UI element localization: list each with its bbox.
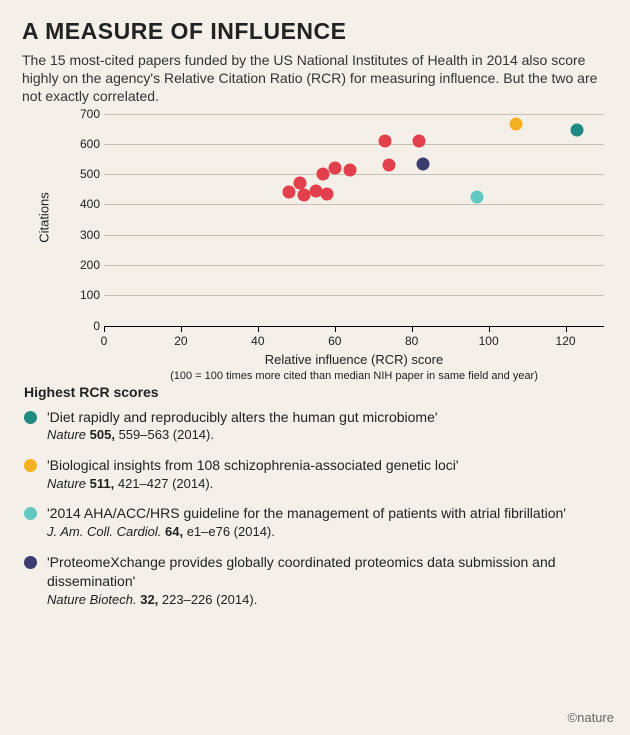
legend-paper-citation: Nature Biotech. 32, 223–226 (2014). bbox=[47, 591, 608, 609]
legend-paper-citation: Nature 511, 421–427 (2014). bbox=[47, 475, 459, 493]
x-tick-label: 60 bbox=[320, 334, 350, 348]
y-tick-label: 100 bbox=[66, 288, 100, 302]
gridline bbox=[104, 114, 604, 115]
legend-item-text: '2014 AHA/ACC/HRS guideline for the mana… bbox=[47, 504, 566, 540]
legend-paper-title: 'Biological insights from 108 schizophre… bbox=[47, 456, 459, 475]
legend-dot-icon bbox=[24, 507, 37, 520]
legend-item: 'ProteomeXchange provides globally coord… bbox=[24, 553, 608, 608]
data-point bbox=[294, 177, 307, 190]
gridline bbox=[104, 144, 604, 145]
y-tick-label: 500 bbox=[66, 167, 100, 181]
data-point bbox=[509, 118, 522, 131]
data-point bbox=[321, 187, 334, 200]
x-tick bbox=[412, 326, 413, 332]
y-tick-label: 600 bbox=[66, 137, 100, 151]
chart-container: Citations 010020030040050060070002040608… bbox=[62, 114, 608, 326]
credit-text: ©nature bbox=[568, 710, 614, 725]
data-point bbox=[413, 134, 426, 147]
x-tick bbox=[104, 326, 105, 332]
y-tick-label: 400 bbox=[66, 197, 100, 211]
x-tick-label: 120 bbox=[551, 334, 581, 348]
y-tick-label: 700 bbox=[66, 107, 100, 121]
x-axis-note: (100 = 100 times more cited than median … bbox=[104, 370, 604, 382]
page-subtitle: The 15 most-cited papers funded by the U… bbox=[22, 51, 608, 106]
x-axis-label: Relative influence (RCR) score bbox=[104, 352, 604, 367]
gridline bbox=[104, 295, 604, 296]
data-point bbox=[382, 159, 395, 172]
y-tick-label: 0 bbox=[66, 319, 100, 333]
y-axis-label: Citations bbox=[37, 177, 52, 257]
legend-item: '2014 AHA/ACC/HRS guideline for the mana… bbox=[24, 504, 608, 540]
x-tick bbox=[258, 326, 259, 332]
x-tick bbox=[566, 326, 567, 332]
legend-item-text: 'Biological insights from 108 schizophre… bbox=[47, 456, 459, 492]
gridline bbox=[104, 265, 604, 266]
x-tick-label: 100 bbox=[474, 334, 504, 348]
data-point bbox=[344, 163, 357, 176]
x-axis-line bbox=[104, 326, 604, 327]
x-tick-label: 20 bbox=[166, 334, 196, 348]
y-tick-label: 200 bbox=[66, 258, 100, 272]
data-point bbox=[378, 134, 391, 147]
page-root: A MEASURE OF INFLUENCE The 15 most-cited… bbox=[0, 0, 630, 735]
legend-paper-title: 'ProteomeXchange provides globally coord… bbox=[47, 553, 608, 591]
plot-area: 0100200300400500600700020406080100120 bbox=[104, 114, 604, 326]
legend-items: 'Diet rapidly and reproducibly alters th… bbox=[24, 408, 608, 609]
y-tick-label: 300 bbox=[66, 228, 100, 242]
data-point bbox=[417, 157, 430, 170]
legend-dot-icon bbox=[24, 556, 37, 569]
legend-dot-icon bbox=[24, 459, 37, 472]
x-tick bbox=[489, 326, 490, 332]
legend-paper-citation: J. Am. Coll. Cardiol. 64, e1–e76 (2014). bbox=[47, 523, 566, 541]
legend-paper-title: 'Diet rapidly and reproducibly alters th… bbox=[47, 408, 438, 427]
x-tick-label: 0 bbox=[89, 334, 119, 348]
data-point bbox=[471, 190, 484, 203]
data-point bbox=[282, 186, 295, 199]
legend: Highest RCR scores 'Diet rapidly and rep… bbox=[24, 384, 608, 609]
legend-item: 'Biological insights from 108 schizophre… bbox=[24, 456, 608, 492]
page-title: A MEASURE OF INFLUENCE bbox=[22, 18, 608, 45]
x-tick-label: 40 bbox=[243, 334, 273, 348]
legend-item-text: 'ProteomeXchange provides globally coord… bbox=[47, 553, 608, 608]
scatter-chart: 0100200300400500600700020406080100120 bbox=[62, 114, 604, 326]
legend-heading: Highest RCR scores bbox=[24, 384, 608, 400]
data-point bbox=[328, 162, 341, 175]
gridline bbox=[104, 235, 604, 236]
legend-paper-citation: Nature 505, 559–563 (2014). bbox=[47, 426, 438, 444]
gridline bbox=[104, 204, 604, 205]
legend-dot-icon bbox=[24, 411, 37, 424]
x-tick-label: 80 bbox=[397, 334, 427, 348]
data-point bbox=[571, 124, 584, 137]
legend-item: 'Diet rapidly and reproducibly alters th… bbox=[24, 408, 608, 444]
legend-paper-title: '2014 AHA/ACC/HRS guideline for the mana… bbox=[47, 504, 566, 523]
x-tick bbox=[181, 326, 182, 332]
x-tick bbox=[335, 326, 336, 332]
legend-item-text: 'Diet rapidly and reproducibly alters th… bbox=[47, 408, 438, 444]
